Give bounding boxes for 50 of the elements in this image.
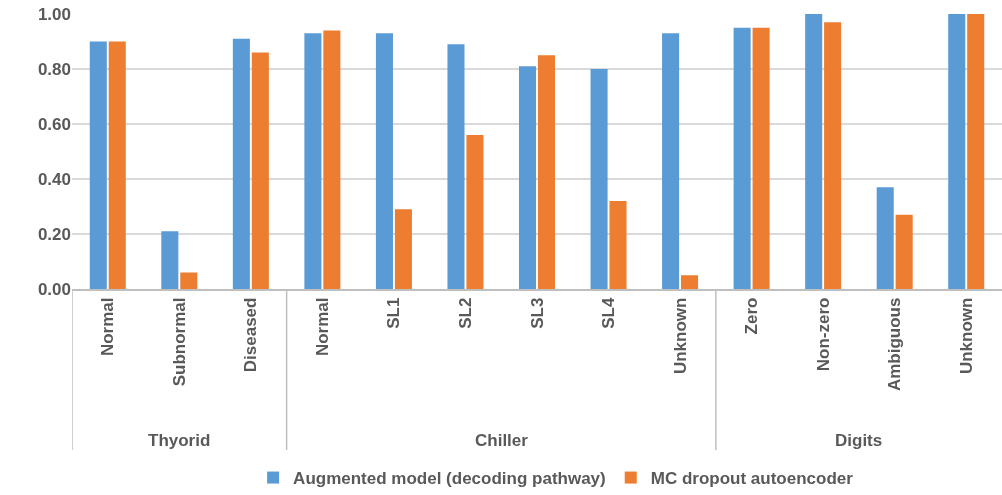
bar bbox=[466, 135, 484, 289]
bar bbox=[394, 209, 412, 289]
y-tick-label: 0.60 bbox=[37, 114, 71, 134]
bar bbox=[824, 22, 842, 289]
bar bbox=[590, 69, 608, 289]
bar bbox=[895, 214, 913, 289]
x-tick-label: Unknown bbox=[670, 297, 690, 375]
bar bbox=[304, 33, 322, 289]
bar bbox=[662, 33, 680, 289]
text: Digits bbox=[835, 431, 883, 450]
bar bbox=[537, 55, 556, 289]
bar bbox=[681, 275, 699, 289]
x-tick-label: Normal bbox=[98, 297, 118, 357]
bar bbox=[251, 52, 269, 289]
bar bbox=[752, 27, 770, 289]
bar bbox=[447, 44, 465, 289]
x-tick-label: Zero bbox=[742, 297, 762, 335]
bar bbox=[161, 231, 179, 289]
x-tick-label: SL1 bbox=[384, 297, 404, 329]
bar bbox=[948, 14, 966, 289]
legend-label: MC dropout autoencoder bbox=[650, 469, 854, 489]
legend-label: Augmented model (decoding pathway) bbox=[293, 469, 606, 489]
y-tick-label: 1.00 bbox=[37, 4, 71, 24]
x-tick-label: Ambiguous bbox=[885, 297, 905, 392]
y-tick-label: 0.80 bbox=[37, 59, 71, 79]
bar bbox=[323, 30, 341, 289]
x-tick-label: Subnormal bbox=[169, 297, 189, 387]
x-tick-label: Normal bbox=[312, 297, 332, 357]
bar bbox=[518, 66, 537, 289]
x-tick-label: SL2 bbox=[455, 297, 475, 329]
x-tick-label: Diseased bbox=[241, 297, 261, 373]
bar bbox=[375, 33, 393, 289]
bar bbox=[609, 201, 627, 289]
bar bbox=[108, 41, 126, 289]
bar bbox=[805, 14, 823, 289]
text: Chiller bbox=[475, 431, 529, 450]
x-tick-label: SL4 bbox=[599, 297, 619, 329]
bar bbox=[232, 38, 250, 289]
x-tick-label: SL3 bbox=[527, 297, 547, 329]
bar bbox=[876, 187, 894, 289]
bar bbox=[89, 41, 107, 289]
y-tick-label: 0.00 bbox=[37, 279, 71, 299]
bar bbox=[733, 27, 751, 289]
x-tick-label: Non-zero bbox=[813, 297, 833, 372]
bar bbox=[967, 14, 985, 289]
y-tick-label: 0.40 bbox=[37, 169, 71, 189]
y-tick-label: 0.20 bbox=[37, 224, 71, 244]
x-tick-label: Unknown bbox=[956, 297, 976, 375]
bar bbox=[180, 272, 198, 289]
text: Thyorid bbox=[148, 431, 211, 450]
